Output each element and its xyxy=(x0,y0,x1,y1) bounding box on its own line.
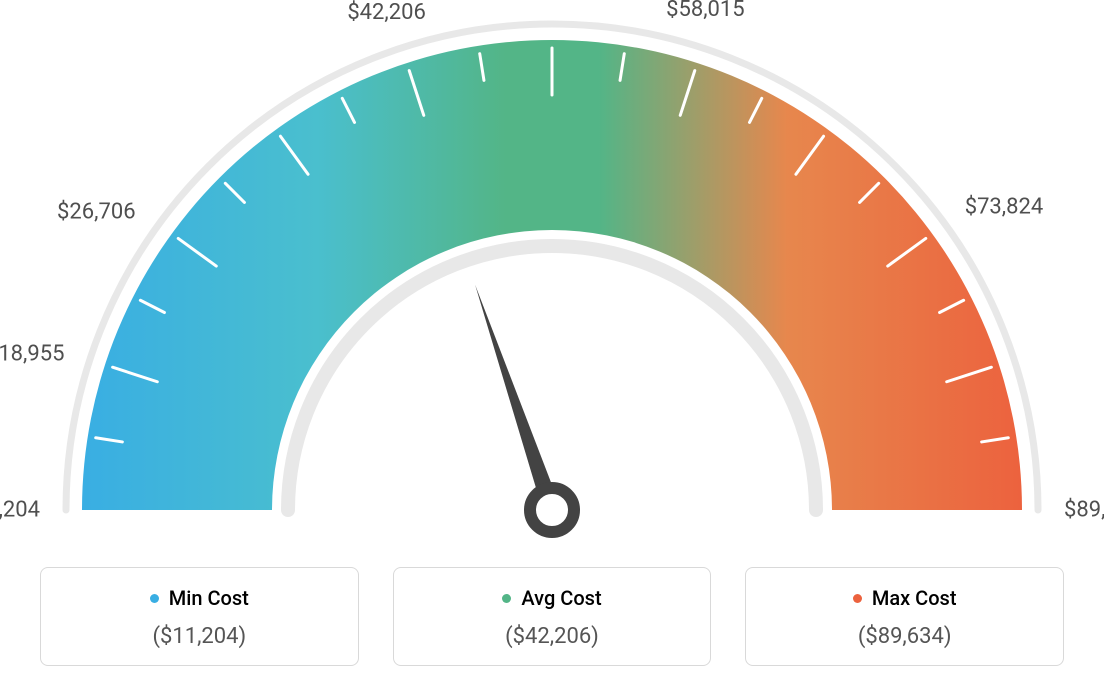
tick-label: $26,706 xyxy=(57,200,136,225)
cost-gauge-widget: $11,204 $18,955 $26,706 $42,206 $58,015 $73,8… xyxy=(0,0,1104,690)
dot-min xyxy=(150,594,159,603)
tick-label: $11,204 xyxy=(0,498,40,523)
legend-value-avg: ($42,206) xyxy=(404,624,701,649)
legend-row: Min Cost ($11,204) Avg Cost ($42,206) Ma… xyxy=(0,567,1104,666)
dot-avg xyxy=(502,594,511,603)
tick-label: $18,955 xyxy=(0,341,64,366)
tick-label: $42,206 xyxy=(347,0,426,25)
legend-title-min: Min Cost xyxy=(150,586,249,610)
tick-label: $73,824 xyxy=(965,195,1044,220)
gauge-chart: $11,204 $18,955 $26,706 $42,206 $58,015 $73,8… xyxy=(0,0,1104,540)
dot-max xyxy=(853,594,862,603)
legend-card-avg: Avg Cost ($42,206) xyxy=(393,567,712,666)
legend-label-max: Max Cost xyxy=(872,586,957,610)
legend-card-min: Min Cost ($11,204) xyxy=(40,567,359,666)
legend-label-min: Min Cost xyxy=(169,586,249,610)
legend-value-min: ($11,204) xyxy=(51,624,348,649)
legend-value-max: ($89,634) xyxy=(756,624,1053,649)
legend-label-avg: Avg Cost xyxy=(521,586,601,610)
legend-card-max: Max Cost ($89,634) xyxy=(745,567,1064,666)
legend-title-max: Max Cost xyxy=(853,586,957,610)
tick-label: $89,634 xyxy=(1064,498,1104,523)
legend-title-avg: Avg Cost xyxy=(502,586,601,610)
tick-label: $58,015 xyxy=(666,0,745,22)
gauge-svg xyxy=(0,0,1104,540)
